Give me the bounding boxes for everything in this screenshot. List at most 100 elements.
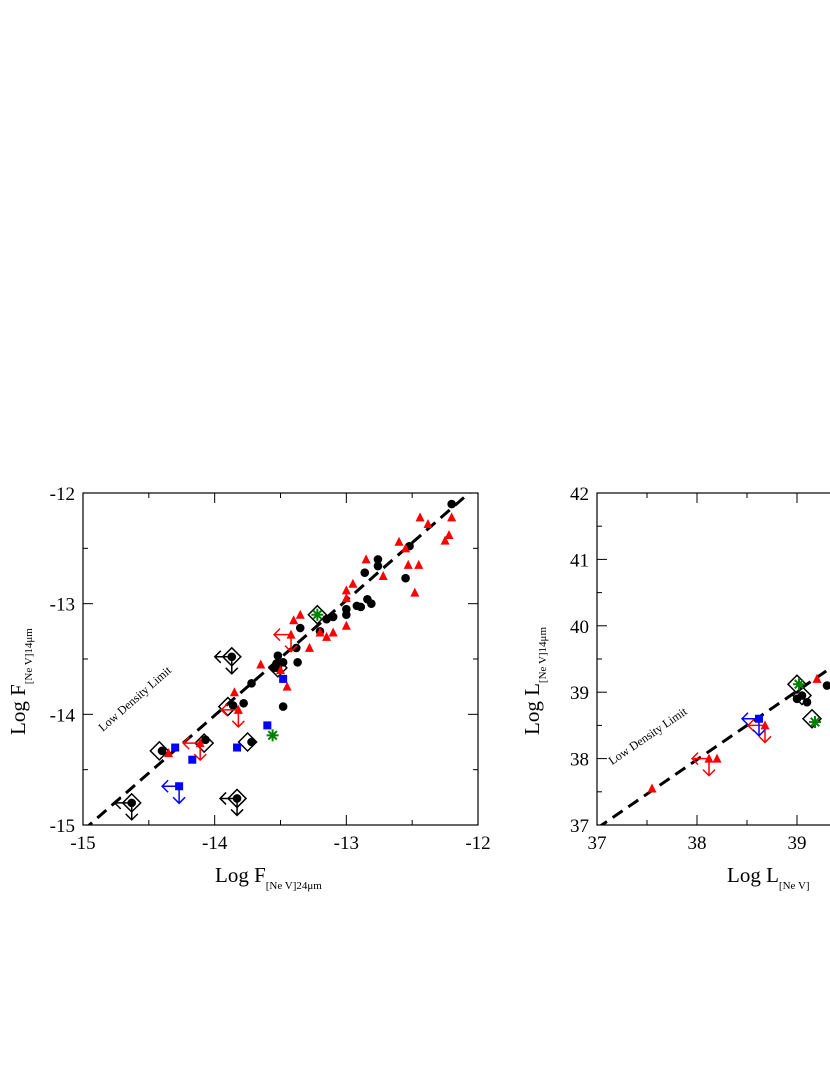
data-point-square: [233, 743, 242, 752]
data-point-circle: [272, 659, 281, 668]
y-axis-label-main: Log L: [520, 683, 544, 735]
upper-limit-arrow: [220, 703, 245, 728]
data-point-triangle: [276, 665, 285, 675]
data-point-circle: [447, 499, 456, 509]
data-point-circle: [373, 555, 383, 564]
data-point-triangle: [304, 642, 314, 652]
y-axis-label-main: Log F: [6, 684, 30, 735]
data-point-square: [755, 714, 763, 723]
data-point-triangle: [812, 673, 822, 683]
data-point-open-diamond: [307, 604, 328, 625]
x-axis-label-main: Log L: [727, 863, 779, 887]
x-tick-label: -15: [70, 833, 95, 854]
y-tick-label: 37: [570, 816, 589, 837]
limit-arrow-head: [758, 735, 772, 744]
data-point-circle: [239, 698, 248, 708]
limit-arrow-head: [740, 712, 749, 726]
data-point-triangle: [760, 720, 770, 730]
axis-ticks: [596, 492, 798, 826]
x-axis-label-main: Log F: [215, 863, 266, 887]
data-point-circle: [278, 702, 288, 711]
data-point-square: [263, 721, 272, 730]
data-points: [647, 673, 830, 793]
data-point-triangle: [195, 738, 205, 748]
data-point-circle: [802, 697, 812, 707]
data-point-triangle: [341, 593, 351, 603]
data-point-triangle: [401, 543, 411, 553]
data-point-triangle: [256, 659, 266, 669]
x-axis-label-sub: [Ne V]: [779, 880, 810, 892]
x-tick-label: -13: [334, 833, 359, 854]
data-point-triangle: [286, 629, 296, 639]
x-tick-label: -14: [202, 833, 228, 854]
data-point-triangle: [341, 585, 351, 595]
data-point-circle: [342, 610, 351, 620]
star-stroke: [312, 609, 323, 620]
data-point-triangle: [229, 687, 239, 697]
data-points: [113, 499, 457, 821]
star-stroke: [810, 717, 820, 728]
tick-labels: 3738394373839404142: [570, 484, 807, 854]
low-density-limit-label: Low Density Limit: [606, 704, 690, 768]
y-axis-label: Log F[Ne V]14μm: [6, 628, 35, 735]
star-stroke: [267, 730, 278, 741]
data-point-triangle: [423, 518, 433, 528]
limit-arrow-head: [218, 791, 227, 805]
limit-arrow-head: [161, 779, 169, 793]
y-tick-label: 41: [570, 550, 589, 571]
limit-arrow-head: [752, 729, 766, 737]
data-point-square: [279, 674, 288, 683]
y-tick-label: -14: [50, 705, 76, 726]
data-point-circle: [227, 652, 237, 662]
limit-arrow-head: [272, 628, 281, 642]
x-tick-label: 37: [588, 833, 607, 854]
data-point-circle: [247, 737, 256, 747]
data-point-triangle: [647, 783, 657, 793]
limit-arrow-head: [230, 808, 244, 817]
data-point-open-diamond: [194, 733, 215, 754]
x-axis-label: Log L[Ne V]: [727, 863, 810, 892]
upper-limit-arrow: [690, 752, 716, 777]
data-point-circle: [295, 623, 305, 633]
y-tick-label: -12: [50, 484, 75, 505]
y-axis-label-sub: [Ne V]14μm: [23, 628, 35, 685]
data-point-circle: [127, 798, 137, 808]
limit-arrow-head: [172, 796, 186, 805]
y-tick-label: 42: [570, 484, 589, 505]
limit-arrow-head: [702, 769, 716, 777]
data-point-triangle: [282, 681, 292, 691]
chart-flux: -15 -14 -13 -12 -15 -14 -13 -12 Low Density Lim…: [6, 484, 491, 892]
data-point-circle: [401, 573, 410, 583]
data-point-open-diamond: [791, 685, 813, 706]
data-point-circle: [797, 691, 807, 700]
data-point-triangle: [233, 704, 243, 714]
limit-arrow-head: [125, 813, 139, 821]
data-point-triangle: [315, 627, 325, 637]
data-point-triangle: [164, 748, 174, 758]
data-point-circle: [373, 561, 383, 571]
data-point-triangle: [348, 578, 358, 588]
x-tick-label: -12: [465, 833, 490, 854]
y-tick-label: 38: [570, 750, 589, 771]
limit-arrow-head: [182, 736, 190, 750]
x-axis-label-sub: [Ne V]24μm: [266, 880, 323, 892]
data-point-triangle: [712, 753, 722, 763]
data-point-circle: [322, 614, 331, 624]
data-point-circle: [278, 658, 288, 667]
data-point-open-diamond: [149, 740, 170, 761]
x-tick-label: 38: [688, 833, 707, 854]
y-tick-label: -13: [50, 595, 75, 616]
data-point-circle: [292, 643, 301, 653]
data-point-star: [809, 716, 821, 729]
limit-arrow-head: [690, 752, 699, 766]
data-point-triangle: [410, 587, 420, 597]
data-point-triangle: [447, 512, 457, 522]
data-point-triangle: [322, 631, 332, 641]
axis-ticks: [82, 492, 479, 826]
limit-arrow-head: [220, 703, 228, 717]
data-point-circle: [328, 612, 338, 622]
limit-arrow-head: [746, 718, 755, 732]
data-point-triangle: [378, 571, 388, 580]
data-point-circle: [822, 681, 830, 690]
data-point-square: [171, 743, 180, 752]
